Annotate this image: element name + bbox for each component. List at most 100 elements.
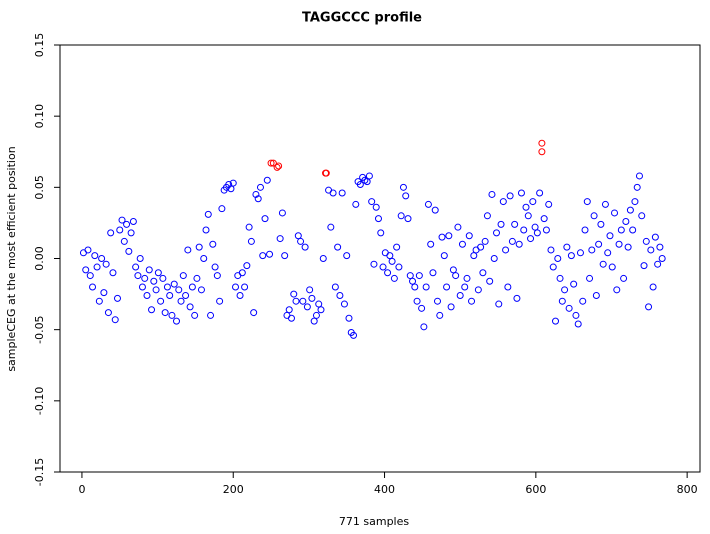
point — [422, 283, 430, 291]
point — [395, 263, 403, 271]
point — [502, 246, 510, 254]
point — [243, 262, 251, 270]
point — [204, 210, 212, 218]
point — [125, 247, 133, 255]
point — [273, 163, 281, 171]
point — [319, 255, 327, 262]
point — [254, 195, 262, 203]
y-axis-label: sampleCEG at the most efficient position — [5, 146, 18, 371]
point — [606, 232, 614, 240]
point — [558, 297, 566, 305]
point — [447, 303, 455, 311]
point — [250, 309, 258, 317]
point — [554, 255, 562, 262]
point — [561, 286, 569, 294]
point — [154, 269, 162, 277]
point — [640, 262, 648, 270]
point — [581, 226, 589, 234]
point — [340, 300, 348, 308]
point — [458, 240, 466, 248]
point — [118, 216, 126, 224]
point — [474, 286, 482, 294]
point — [576, 249, 584, 257]
point — [574, 320, 582, 328]
point — [182, 292, 190, 300]
point — [177, 297, 185, 305]
point — [352, 200, 360, 208]
point — [531, 223, 539, 231]
point — [377, 229, 385, 237]
point — [522, 203, 530, 211]
point — [107, 229, 115, 237]
point — [613, 286, 621, 294]
point — [599, 260, 607, 268]
point — [533, 229, 541, 237]
point — [481, 237, 489, 245]
point — [195, 243, 203, 251]
point — [232, 283, 240, 291]
point — [620, 274, 628, 282]
point — [456, 292, 464, 300]
point — [350, 331, 358, 339]
point — [633, 183, 641, 191]
point — [413, 297, 421, 305]
point — [597, 220, 605, 228]
point — [497, 220, 505, 228]
point — [161, 309, 169, 317]
point — [433, 297, 441, 305]
point — [540, 215, 548, 223]
point — [188, 283, 196, 291]
point — [238, 269, 246, 277]
point — [134, 272, 142, 280]
point — [635, 172, 643, 180]
point — [647, 246, 655, 254]
point — [200, 255, 208, 262]
point — [150, 277, 158, 285]
point — [229, 179, 237, 187]
point — [127, 229, 135, 237]
point — [343, 252, 351, 260]
point — [611, 209, 619, 217]
point — [579, 297, 587, 305]
point — [216, 297, 224, 305]
point — [399, 183, 407, 191]
point — [111, 316, 119, 324]
point — [490, 255, 498, 262]
point — [372, 203, 380, 211]
point — [218, 205, 226, 213]
point — [292, 297, 300, 305]
point — [91, 252, 99, 260]
point — [163, 283, 171, 291]
point — [95, 297, 103, 305]
point — [193, 274, 201, 282]
point — [404, 215, 412, 223]
point — [241, 283, 249, 291]
point — [157, 297, 165, 305]
point — [247, 237, 255, 245]
point — [297, 237, 305, 245]
point — [499, 198, 507, 206]
point — [93, 263, 101, 271]
point — [116, 226, 124, 234]
point — [148, 306, 156, 314]
point — [538, 139, 546, 147]
point — [651, 233, 659, 241]
point — [100, 289, 108, 297]
point — [454, 223, 462, 231]
point — [622, 217, 630, 225]
point — [136, 255, 144, 262]
point — [368, 198, 376, 206]
point — [542, 226, 550, 234]
point — [236, 292, 244, 300]
point — [452, 272, 460, 280]
point — [508, 237, 516, 245]
point — [429, 269, 437, 277]
point — [504, 283, 512, 291]
point — [227, 185, 235, 193]
point — [538, 148, 546, 156]
point — [315, 300, 323, 308]
point — [608, 263, 616, 271]
point — [642, 237, 650, 245]
point — [287, 314, 295, 322]
point — [586, 274, 594, 282]
